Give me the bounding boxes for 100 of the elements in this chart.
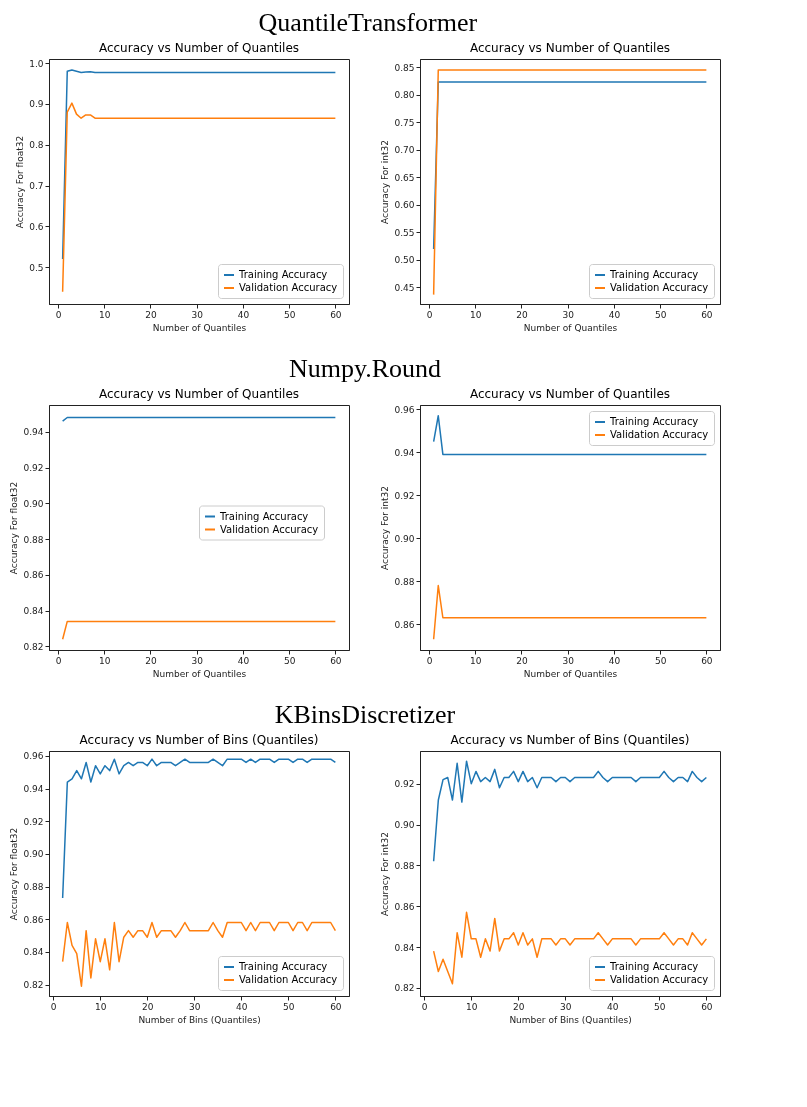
y-tick-label: 0.82 <box>23 641 44 652</box>
x-tick-label: 0 <box>50 1001 57 1012</box>
y-tick-label: 0.82 <box>394 983 415 994</box>
x-tick-label: 40 <box>608 309 621 320</box>
text: KBinsDiscretizer <box>274 699 456 729</box>
x-tick-label: 20 <box>516 655 528 666</box>
y-tick-label: 0.45 <box>394 282 415 293</box>
y-tick-label: 0.65 <box>394 172 415 183</box>
y-tick-label: 0.75 <box>394 117 415 128</box>
x-tick-label: 30 <box>560 1001 572 1012</box>
y-tick-label: 0.88 <box>394 576 415 587</box>
x-tick-label: 50 <box>283 309 296 320</box>
legend-label: Validation Accuracy <box>610 282 709 293</box>
line-series <box>61 102 337 293</box>
x-tick-label: 40 <box>237 655 250 666</box>
chart-title: Accuracy vs Number of Quantiles <box>469 41 671 55</box>
x-tick-label: 10 <box>99 309 111 320</box>
x-tick-label: 20 <box>142 1001 154 1012</box>
y-tick-label: 0.55 <box>394 227 415 238</box>
line-series <box>61 758 337 899</box>
y-tick-label: 0.9 <box>29 99 44 110</box>
chart-title: Accuracy vs Number of Quantiles <box>98 41 300 55</box>
y-tick-label: 0.96 <box>23 751 44 762</box>
y-tick-label: 0.50 <box>394 255 415 266</box>
x-tick-label: 60 <box>330 655 342 666</box>
legend-label: Training Accuracy <box>238 269 328 280</box>
x-tick-label: 60 <box>330 1001 342 1012</box>
y-tick-label: 0.60 <box>394 200 415 211</box>
legend-label: Validation Accuracy <box>610 429 709 440</box>
y-tick-label: 0.92 <box>23 816 44 827</box>
y-tick-label: 0.85 <box>394 62 415 73</box>
x-axis-title: Number of Bins (Quantiles) <box>509 1014 632 1025</box>
line-series <box>61 69 337 260</box>
x-tick-label: 40 <box>608 655 621 666</box>
legend-label: Training Accuracy <box>609 416 699 427</box>
x-axis-title: Number of Quantiles <box>523 322 618 333</box>
x-tick-label: 60 <box>701 655 713 666</box>
y-tick-label: 0.90 <box>394 820 415 830</box>
y-tick-label: 0.94 <box>23 784 44 795</box>
x-tick-label: 30 <box>191 655 204 666</box>
line-series <box>61 921 337 987</box>
y-tick-label: 0.86 <box>23 914 44 925</box>
x-tick-label: 50 <box>654 655 667 666</box>
y-tick-label: 0.7 <box>29 181 44 192</box>
x-tick-label: 0 <box>426 655 433 666</box>
y-axis-title: Accuracy For int32 <box>380 831 391 917</box>
y-tick-label: 0.80 <box>394 90 415 101</box>
y-tick-label: 0.90 <box>23 498 44 509</box>
y-tick-label: 0.84 <box>23 947 44 958</box>
x-tick-label: 20 <box>145 655 157 666</box>
x-tick-label: 30 <box>191 309 204 320</box>
y-tick-label: 0.88 <box>23 534 44 545</box>
y-axis-title: Accuracy For float32 <box>9 827 20 921</box>
x-tick-label: 50 <box>654 309 667 320</box>
x-tick-label: 10 <box>99 655 111 666</box>
x-tick-label: 0 <box>55 655 62 666</box>
x-tick-label: 20 <box>516 309 528 320</box>
legend-label: Training Accuracy <box>609 961 699 972</box>
y-tick-label: 0.82 <box>23 980 44 991</box>
x-tick-label: 60 <box>701 1001 713 1012</box>
y-tick-label: 0.94 <box>23 427 44 438</box>
legend-label: Validation Accuracy <box>239 282 338 293</box>
legend-label: Validation Accuracy <box>610 974 709 985</box>
y-tick-label: 0.96 <box>394 404 415 415</box>
y-tick-label: 0.92 <box>394 490 415 501</box>
chart-title: Accuracy vs Number of Bins (Quantiles) <box>79 733 319 747</box>
x-tick-label: 0 <box>426 309 433 320</box>
chart-title: Accuracy vs Number of Bins (Quantiles) <box>450 733 690 747</box>
x-tick-label: 50 <box>283 1001 295 1012</box>
y-tick-label: 1.0 <box>29 58 44 69</box>
legend-label: Validation Accuracy <box>239 974 338 985</box>
y-tick-label: 0.92 <box>394 779 415 790</box>
chart-title: Accuracy vs Number of Quantiles <box>98 387 300 401</box>
x-tick-label: 20 <box>145 309 157 320</box>
x-tick-label: 20 <box>513 1001 525 1012</box>
x-tick-label: 40 <box>236 1001 248 1012</box>
y-tick-label: 0.88 <box>23 882 44 893</box>
y-tick-label: 0.94 <box>394 447 415 458</box>
y-axis-title: Accuracy For int32 <box>380 139 391 225</box>
y-tick-label: 0.86 <box>394 901 415 912</box>
x-tick-label: 40 <box>607 1001 619 1012</box>
x-tick-label: 0 <box>55 309 62 320</box>
line-series <box>432 760 708 862</box>
legend-label: Training Accuracy <box>238 961 328 972</box>
y-tick-label: 0.8 <box>29 140 44 151</box>
x-tick-label: 0 <box>421 1001 428 1012</box>
x-tick-label: 10 <box>466 1001 478 1012</box>
legend-label: Training Accuracy <box>609 269 699 280</box>
x-tick-label: 40 <box>237 309 250 320</box>
y-tick-label: 0.5 <box>29 262 44 273</box>
y-tick-label: 0.6 <box>29 221 44 232</box>
line-series <box>432 911 708 985</box>
y-tick-label: 0.86 <box>394 619 415 630</box>
y-tick-label: 0.86 <box>23 570 44 581</box>
x-tick-label: 60 <box>330 309 342 320</box>
text: QuantileTransformer <box>258 7 478 37</box>
text: Numpy.Round <box>288 353 442 383</box>
y-axis-title: Accuracy For int32 <box>380 485 391 571</box>
y-tick-label: 0.88 <box>394 860 415 871</box>
x-axis-title: Number of Quantiles <box>523 668 618 679</box>
